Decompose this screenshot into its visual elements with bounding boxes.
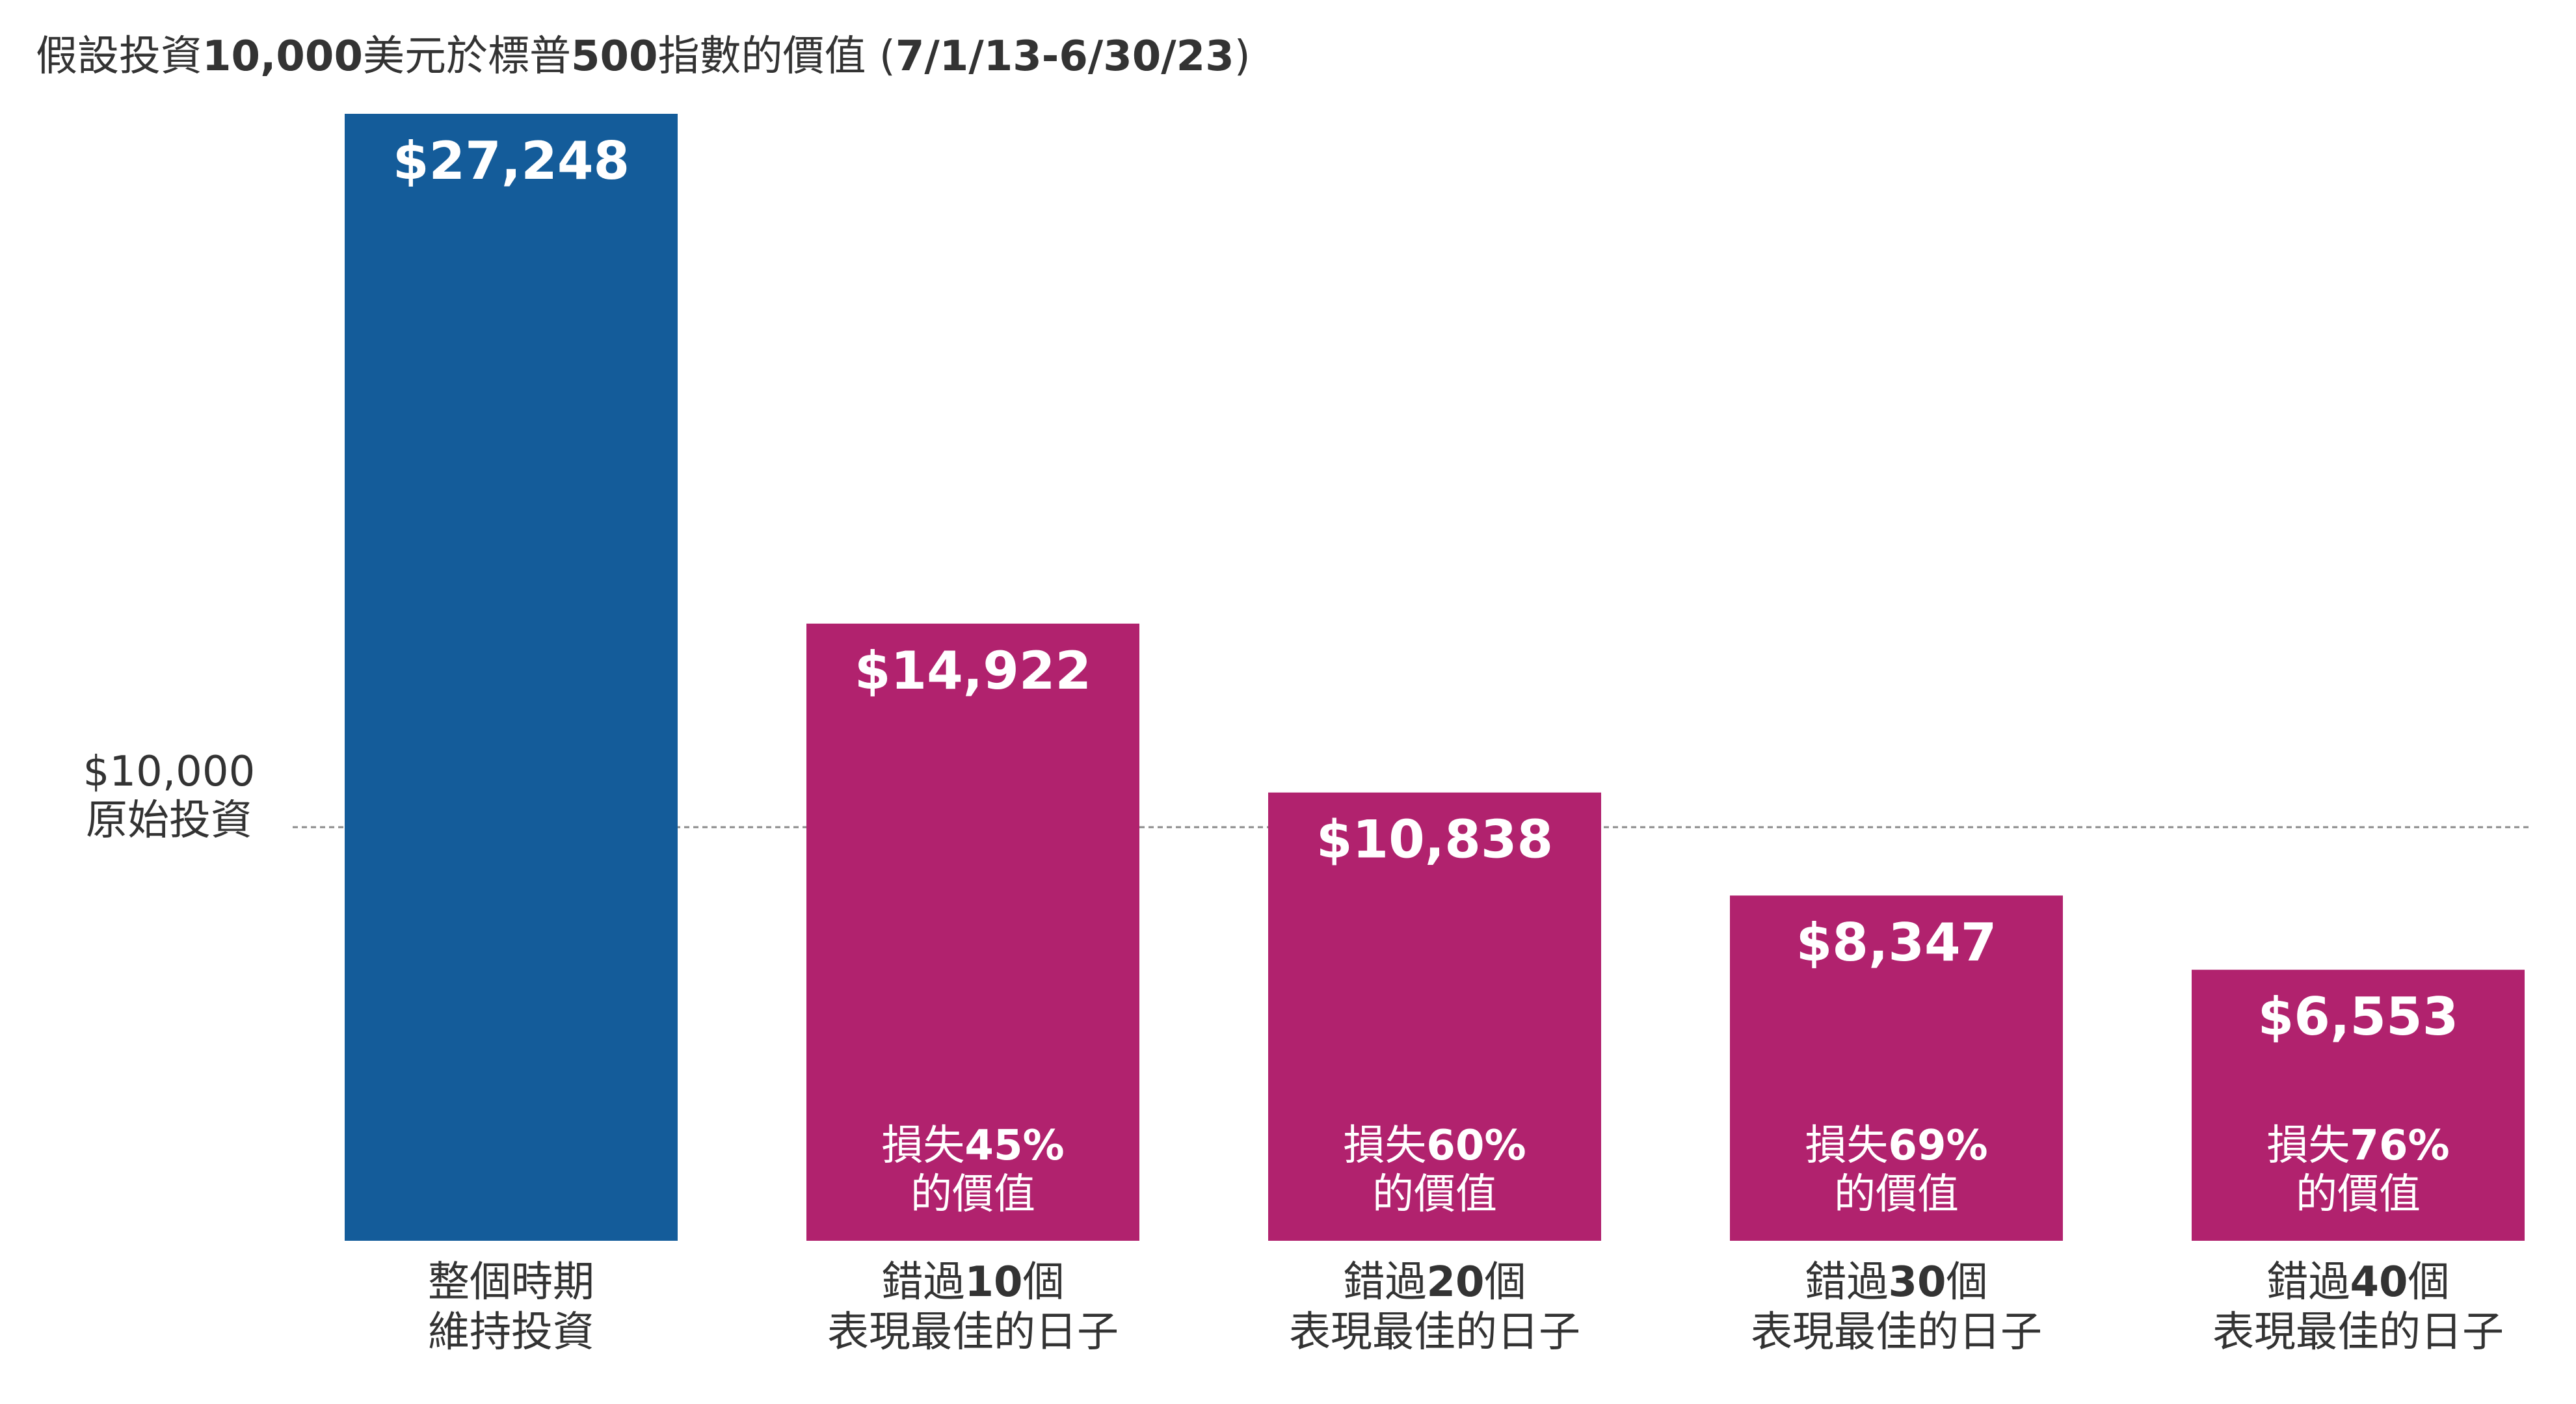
bar-5 [2192, 970, 2525, 1241]
bar-1 [345, 114, 678, 1241]
category-label-line1: 錯過40個 [2266, 1258, 2449, 1306]
category-label-line1: 錯過20個 [1343, 1258, 1526, 1306]
loss-percent-label: 損失76% [2266, 1122, 2449, 1170]
bar-4 [1730, 895, 2063, 1241]
reference-value-label: $10,000 [83, 748, 256, 796]
bar-value-label: $10,838 [1316, 810, 1553, 870]
loss-percent-label: 損失45% [881, 1122, 1064, 1170]
category-label-line2: 表現最佳的日子 [1751, 1308, 2042, 1357]
category-label-line2: 維持投資 [428, 1308, 594, 1357]
loss-value-caption: 的價值 [910, 1171, 1035, 1219]
bar-value-label: $6,553 [2258, 987, 2459, 1047]
reference-caption-label: 原始投資 [86, 797, 252, 845]
category-label-line1: 錯過10個 [881, 1258, 1064, 1306]
bar-2 [806, 623, 1139, 1241]
bars-group: $27,248$14,922損失45%的價值$10,838損失60%的價值$8,… [345, 114, 2525, 1241]
loss-value-caption: 的價值 [1834, 1171, 1959, 1219]
loss-percent-label: 損失69% [1805, 1122, 1987, 1170]
loss-value-caption: 的價值 [1372, 1171, 1497, 1219]
category-label-line2: 表現最佳的日子 [1289, 1308, 1580, 1357]
category-label-line1: 錯過30個 [1805, 1258, 1987, 1306]
category-label-line2: 表現最佳的日子 [2212, 1308, 2504, 1357]
bar-value-label: $27,248 [393, 131, 630, 191]
bar-3 [1268, 792, 1601, 1241]
bar-value-label: $14,922 [855, 641, 1091, 701]
loss-value-caption: 的價值 [2296, 1171, 2421, 1219]
category-labels-group: 整個時期維持投資錯過10個表現最佳的日子錯過20個表現最佳的日子錯過30個表現最… [428, 1258, 2504, 1357]
reference-line-group: $10,000 原始投資 [83, 748, 2530, 845]
bar-value-label: $8,347 [1796, 912, 1997, 973]
loss-percent-label: 損失60% [1343, 1122, 1526, 1170]
category-label-line1: 整個時期 [428, 1258, 594, 1306]
chart-title: 假設投資10,000美元於標普500指數的價值 (7/1/13-6/30/23) [36, 33, 1251, 81]
category-label-line2: 表現最佳的日子 [827, 1308, 1119, 1357]
